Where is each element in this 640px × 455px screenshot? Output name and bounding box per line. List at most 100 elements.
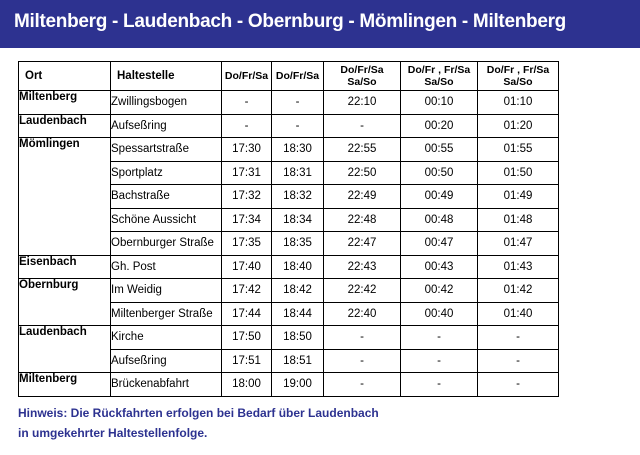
departure-time-cell: 17:42 bbox=[221, 278, 272, 303]
departure-time-cell: 17:51 bbox=[221, 348, 272, 373]
departure-time-cell: 18:30 bbox=[271, 137, 324, 162]
table-row: Miltenberg Zwillingsbogen - -22:10 00:10 01:1… bbox=[18, 90, 559, 115]
departure-time-cell: 01:10 bbox=[477, 90, 559, 115]
title-banner: Miltenberg - Laudenbach - Obernburg - Mö… bbox=[0, 0, 640, 48]
departure-time-cell: 18:31 bbox=[271, 160, 324, 185]
departure-time-cell: - bbox=[221, 113, 272, 138]
table-row: Miltenberger Straße 17:44 18:44 22:40 00:40 0… bbox=[19, 301, 559, 326]
departure-time-cell: 17:35 bbox=[221, 231, 272, 256]
departure-time-cell: 01:40 bbox=[477, 301, 559, 326]
departure-time-cell: 18:34 bbox=[271, 207, 324, 232]
footnote-line-1: Hinweis: Die Rückfahrten erfolgen bei Be… bbox=[18, 406, 379, 420]
departure-time-cell: 01:50 bbox=[477, 160, 559, 185]
stop-cell: Aufseßring bbox=[110, 113, 222, 138]
col-header-ort: Ort bbox=[18, 61, 111, 91]
col-header-trip-4: Do/Fr , Fr/Sa Sa/So bbox=[400, 61, 478, 91]
departure-time-cell: 00:43 bbox=[400, 254, 478, 279]
table-row: Sportplatz 17:31 18:31 22:50 00:50 01:50 bbox=[19, 160, 559, 185]
departure-time-cell: 17:40 bbox=[221, 254, 272, 279]
departure-time-cell: 00:47 bbox=[400, 231, 478, 256]
table-row: Eisenbach Gh. Post 17:40 18:40 22:43 00:43 01:… bbox=[18, 254, 559, 279]
departure-time-cell: - bbox=[271, 90, 324, 115]
departure-time-cell: 01:55 bbox=[477, 137, 559, 162]
table-row: Aufseßring 17:51 18:51- - - bbox=[19, 348, 559, 373]
route-title: Miltenberg - Laudenbach - Obernburg - Mö… bbox=[14, 11, 566, 32]
departure-time-cell: 22:48 bbox=[323, 207, 401, 232]
departure-time-cell: - bbox=[323, 325, 401, 350]
departure-time-cell: 18:51 bbox=[271, 348, 324, 373]
departure-time-cell: 17:34 bbox=[221, 207, 272, 232]
place-cell: Eisenbach bbox=[18, 254, 111, 279]
departure-time-cell: - bbox=[221, 90, 272, 115]
table-row: Laudenbach Kirche 17:50 18:50- - - bbox=[18, 325, 559, 373]
table-row: Mömlingen Spessartstraße 17:30 18:30 22:55 00… bbox=[18, 137, 559, 256]
col-header-line: Sa/So bbox=[503, 76, 533, 88]
departure-time-cell: - bbox=[271, 113, 324, 138]
departure-time-cell: 01:42 bbox=[477, 278, 559, 303]
stop-cell: Zwillingsbogen bbox=[110, 90, 222, 115]
departure-time-cell: - bbox=[323, 348, 401, 373]
departure-time-cell: 00:20 bbox=[400, 113, 478, 138]
departure-time-cell: 00:50 bbox=[400, 160, 478, 185]
col-header-line: Do/Fr , Fr/Sa bbox=[407, 64, 471, 76]
col-header-trip-3: Do/Fr/Sa Sa/So bbox=[323, 61, 401, 91]
stop-cell: Gh. Post bbox=[110, 254, 222, 279]
departure-time-cell: - bbox=[477, 348, 559, 373]
departure-time-cell: 01:47 bbox=[477, 231, 559, 256]
stop-cell: Kirche bbox=[110, 325, 222, 350]
departure-time-cell: 18:00 bbox=[221, 372, 272, 397]
departure-time-cell: 18:42 bbox=[271, 278, 324, 303]
place-cell: Obernburg bbox=[18, 278, 111, 326]
departure-time-cell: 01:20 bbox=[477, 113, 559, 138]
col-header-haltestelle: Haltestelle bbox=[110, 61, 222, 91]
place-cell: Mömlingen bbox=[18, 137, 111, 256]
stop-cell: Sportplatz bbox=[110, 160, 222, 185]
col-header-line: Do/Fr , Fr/Sa bbox=[486, 64, 550, 76]
departure-time-cell: 22:43 bbox=[323, 254, 401, 279]
col-header-trip-5: Do/Fr , Fr/Sa Sa/So bbox=[477, 61, 559, 91]
departure-time-cell: - bbox=[323, 372, 401, 397]
stop-cell: Miltenberger Straße bbox=[110, 301, 222, 326]
departure-time-cell: 22:10 bbox=[323, 90, 401, 115]
place-cell: Miltenberg bbox=[18, 90, 111, 115]
footnote-line-2: in umgekehrter Haltestellenfolge. bbox=[18, 426, 208, 440]
departure-time-cell: - bbox=[477, 325, 559, 350]
departure-time-cell: 18:40 bbox=[271, 254, 324, 279]
departure-time-cell: 00:42 bbox=[400, 278, 478, 303]
departure-time-cell: 00:49 bbox=[400, 184, 478, 209]
col-header-trip-2: Do/Fr/Sa bbox=[271, 61, 324, 91]
departure-time-cell: 22:55 bbox=[323, 137, 401, 162]
departure-time-cell: 01:49 bbox=[477, 184, 559, 209]
departure-time-cell: 18:35 bbox=[271, 231, 324, 256]
departure-time-cell: - bbox=[477, 372, 559, 397]
departure-time-cell: 22:42 bbox=[323, 278, 401, 303]
stop-cell: Brückenabfahrt bbox=[110, 372, 222, 397]
departure-time-cell: 22:40 bbox=[323, 301, 401, 326]
stop-cell: Im Weidig bbox=[110, 278, 222, 303]
table-row: Obernburger Straße 17:35 18:35 22:47 00:47 01… bbox=[19, 231, 559, 256]
table-row: Obernburg Im Weidig 17:42 18:42 22:42 00:42 01… bbox=[18, 278, 559, 326]
col-header-line: Do/Fr/Sa bbox=[340, 64, 384, 76]
departure-time-cell: 17:30 bbox=[221, 137, 272, 162]
place-cell: Laudenbach bbox=[18, 325, 111, 373]
departure-time-cell: - bbox=[400, 325, 478, 350]
stop-cell: Bachstraße bbox=[110, 184, 222, 209]
table-row: Miltenberg Brückenabfahrt 18:00 19:00- - - bbox=[18, 372, 559, 397]
departure-time-cell: 22:49 bbox=[323, 184, 401, 209]
col-header-trip-1: Do/Fr/Sa bbox=[221, 61, 272, 91]
departure-time-cell: - bbox=[400, 372, 478, 397]
place-cell: Laudenbach bbox=[18, 113, 111, 138]
departure-time-cell: 01:48 bbox=[477, 207, 559, 232]
departure-time-cell: 00:40 bbox=[400, 301, 478, 326]
departure-time-cell: 00:10 bbox=[400, 90, 478, 115]
footnote: Hinweis: Die Rückfahrten erfolgen bei Be… bbox=[18, 403, 379, 443]
departure-time-cell: - bbox=[323, 113, 401, 138]
departure-time-cell: 17:50 bbox=[221, 325, 272, 350]
table-row: Laudenbach Aufseßring - - -00:20 01:20 bbox=[18, 113, 559, 138]
departure-time-cell: 18:32 bbox=[271, 184, 324, 209]
timetable: Ort Haltestelle Do/Fr/Sa Do/Fr/Sa Do/Fr/… bbox=[18, 61, 559, 397]
departure-time-cell: 17:31 bbox=[221, 160, 272, 185]
table-row: Schöne Aussicht 17:34 18:34 22:48 00:48 01:48 bbox=[19, 207, 559, 232]
departure-time-cell: 01:43 bbox=[477, 254, 559, 279]
departure-time-cell: 00:48 bbox=[400, 207, 478, 232]
